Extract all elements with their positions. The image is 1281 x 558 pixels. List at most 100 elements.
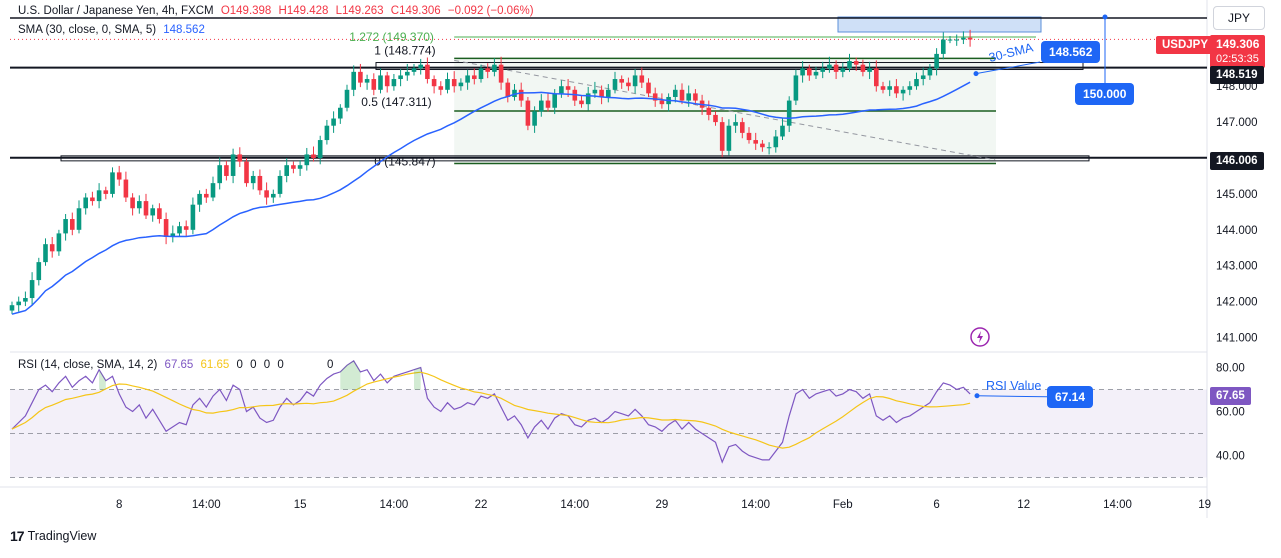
candle [438,86,444,90]
candle [358,71,363,83]
price-axis-tick: 145.000 [1216,189,1258,201]
candle [786,100,792,126]
candle [344,89,350,108]
time-axis-tick: 14:00 [560,499,589,511]
ohlc-change: −0.092 (−0.06%) [447,5,534,17]
tradingview-logo[interactable]: 17 TradingView [10,528,96,544]
candle [874,68,879,87]
candle [264,190,269,198]
candle [465,75,470,83]
candle [659,100,665,105]
candle [485,68,490,72]
candle [170,233,176,237]
candle [498,64,504,83]
candle [726,125,732,151]
rsi-extra-0: 0 [236,359,243,371]
candle [552,93,557,108]
rsi-line [11,360,971,464]
candle [914,79,919,87]
candle [16,301,21,306]
candle [137,201,142,209]
candle [639,75,645,83]
rsi-legend[interactable]: RSI (14, close, SMA, 14, 2) 67.65 61.65 … [18,359,337,371]
candle [197,193,202,205]
candle [512,89,517,97]
candle [887,86,892,90]
candle [686,93,691,101]
rsi-annotation: RSI Value [986,379,1041,393]
countdown-badge: 02:53:35 [1210,50,1265,68]
last-price-badge: 149.306 [1210,35,1266,53]
candle [351,71,356,90]
candle [277,175,283,194]
candle [900,89,906,94]
candle [418,64,423,69]
price-axis-tick: 148.000 [1216,81,1258,93]
candle [525,100,531,126]
candle [753,140,758,144]
candle [612,79,618,90]
candle [110,172,115,194]
candle [934,53,939,69]
candle [103,190,109,194]
candle [56,233,62,252]
time-axis-tick: 8 [116,499,122,511]
candle [49,244,55,252]
sma-legend[interactable]: SMA (30, close, 0, SMA, 5) 148.562 [18,24,209,36]
candle [773,136,779,148]
rsi-axis-tick: 40.00 [1216,451,1245,463]
price-axis-tick: 142.000 [1216,297,1258,309]
candle [713,114,718,123]
rsi-legend-value: 67.65 [164,359,194,371]
candle [793,75,799,101]
candle [411,68,417,72]
candle [284,165,289,176]
candle [746,132,752,141]
candle [941,39,946,54]
candle [150,208,155,216]
candle [927,68,933,76]
candle [130,197,135,209]
candle [398,75,403,80]
candle [579,100,584,105]
candle [331,118,336,126]
time-axis-tick: 14:00 [380,499,409,511]
candle [585,93,591,105]
candle [431,79,437,87]
candle [954,39,959,41]
level-zone-146006 [60,155,1090,162]
symbol-title: U.S. Dollar / Japanese Yen, 4h, FXCM [18,5,214,17]
candle [652,93,658,101]
candle [559,86,564,94]
trend-line [454,59,996,161]
candle [907,86,913,90]
candle [378,75,383,90]
candle [76,208,82,230]
candle [606,89,611,97]
candle [204,193,209,198]
candle [425,64,430,80]
time-axis-tick: 19 [1198,499,1211,511]
currency-button[interactable]: JPY [1213,6,1265,30]
ohlc-open: O149.398 [220,5,272,17]
candle [451,79,457,87]
candle [472,75,477,80]
candle [210,183,216,198]
candle [619,79,624,83]
candle [807,68,812,76]
ohlc-close: C149.306 [390,5,441,17]
candle [833,64,839,72]
candle [23,298,28,302]
candle [766,147,772,149]
time-axis-tick: 12 [1017,499,1030,511]
time-axis-tick: 14:00 [192,499,221,511]
candle [183,226,189,230]
candle [230,154,236,176]
candle [291,165,296,169]
candle [250,175,256,184]
price-axis-tick: 144.000 [1216,225,1258,237]
fib-label: 1 (148.774) [374,43,435,57]
fib-label: 0 (145.847) [374,155,435,169]
candle [867,68,872,72]
rsi-extra-3: 0 [277,359,284,371]
